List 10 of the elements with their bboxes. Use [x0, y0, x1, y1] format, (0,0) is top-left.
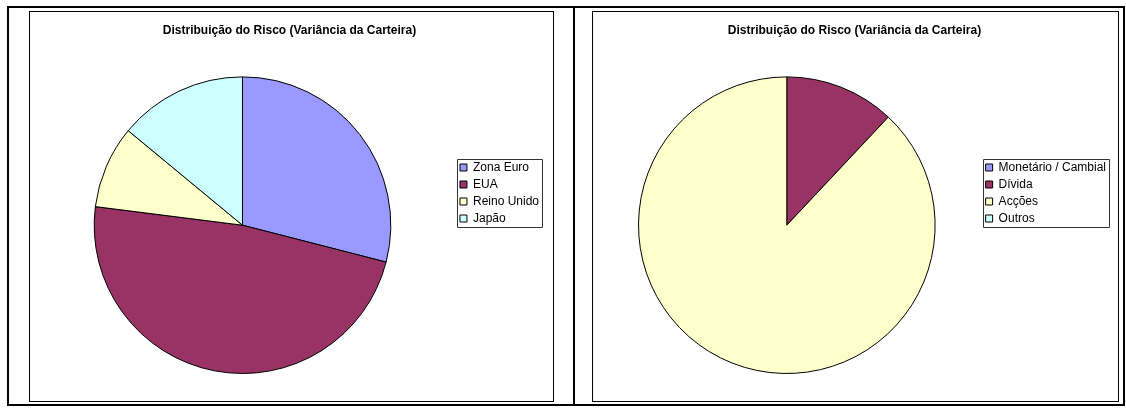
- legend-label: Monetário / Cambial: [998, 159, 1107, 174]
- legend-label: Zona Euro: [472, 159, 530, 174]
- legend-label: Japão: [472, 210, 506, 225]
- legend-label: Outros: [998, 210, 1035, 225]
- chart-title: Distribuição do Risco (Variância da Carteira): [162, 22, 417, 37]
- legend-label: EUA: [472, 176, 498, 191]
- legend-label: Acções: [998, 193, 1038, 208]
- legend-label: Reino Unido: [472, 193, 540, 208]
- legend-label: Dívida: [998, 176, 1033, 191]
- chart-title: Distribuição do Risco (Variância da Carteira): [727, 22, 982, 37]
